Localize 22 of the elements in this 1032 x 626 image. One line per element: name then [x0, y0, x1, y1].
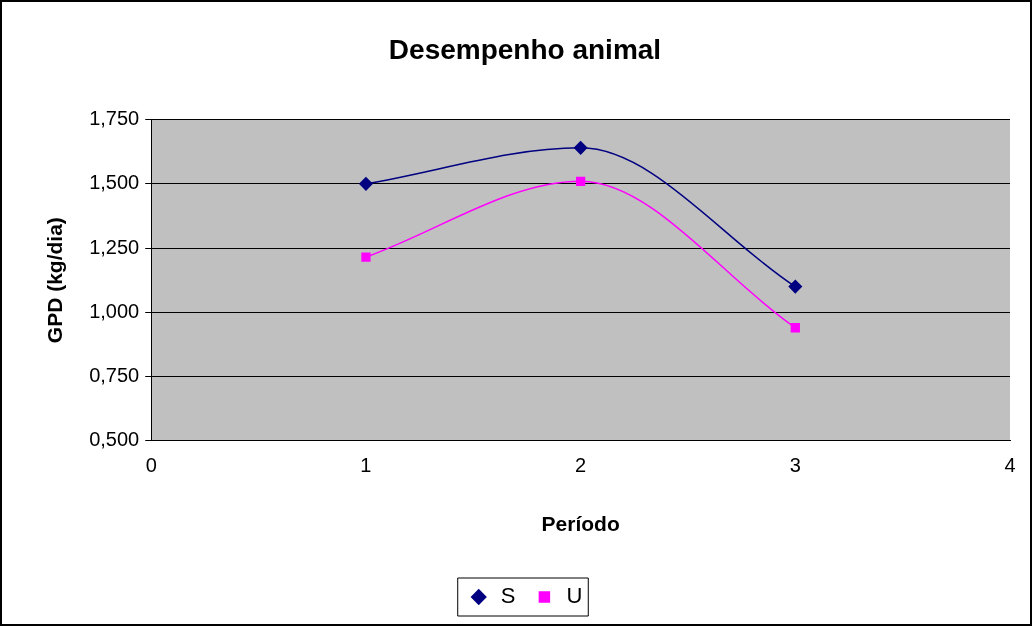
x-tick-label: 2: [575, 454, 587, 477]
y-tick-label: 0,500: [89, 428, 140, 451]
y-tick-label: 1,750: [89, 107, 140, 130]
x-tick-label: 1: [360, 454, 372, 477]
point: [788, 279, 803, 294]
y-tick-label: 1,000: [89, 299, 140, 322]
y-tick-label: 1,500: [89, 171, 140, 194]
y-tick-label: 1,250: [89, 235, 140, 258]
legend-label: S: [500, 583, 516, 609]
legend-label: U: [566, 583, 583, 609]
point: [359, 177, 373, 191]
x-axis-title: Período: [541, 512, 620, 536]
point: [790, 323, 800, 333]
y-axis-title: GPD (kg/dia): [43, 217, 67, 344]
y-tick-label: 0,750: [89, 364, 140, 387]
point: [575, 176, 586, 186]
x-tick-label: 0: [145, 454, 157, 477]
point: [573, 141, 588, 155]
x-tick-label: 3: [789, 454, 801, 477]
x-tick-label: 4: [1004, 454, 1016, 477]
chart-title: Desempenho animal: [388, 33, 662, 65]
point: [361, 252, 371, 262]
